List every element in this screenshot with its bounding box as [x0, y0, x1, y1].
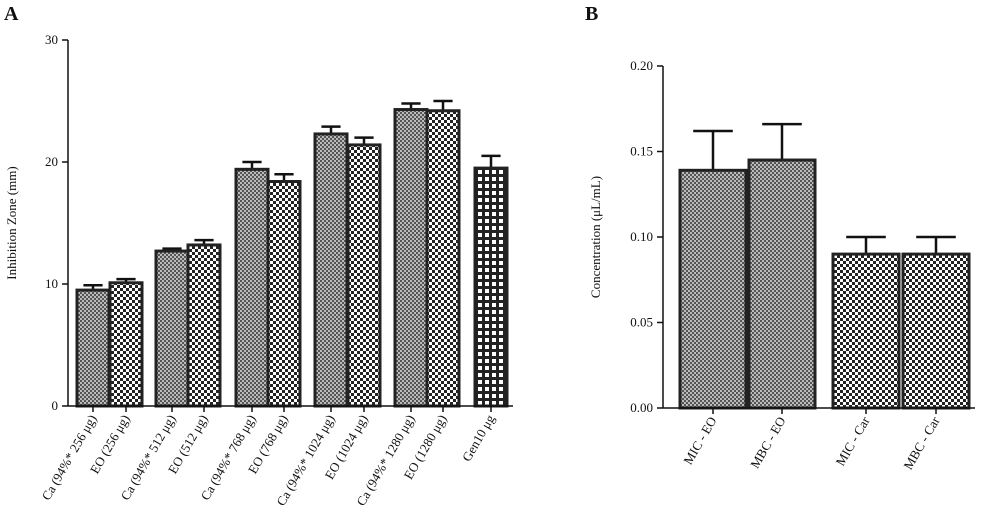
- bar: [266, 180, 302, 408]
- y-tick-label: 0.15: [630, 144, 653, 159]
- y-tick-label: 20: [45, 154, 58, 169]
- y-tick-label: 0.00: [630, 400, 653, 415]
- bar: [75, 288, 111, 408]
- bar: [313, 132, 349, 408]
- y-tick-label: 30: [45, 32, 58, 47]
- x-tick-label: MIC - Car: [833, 413, 873, 468]
- x-tick-label: MBC - EO: [747, 414, 789, 471]
- bar: [108, 281, 144, 408]
- bar: [678, 168, 748, 410]
- x-tick-label: Gen10 μg: [459, 412, 498, 464]
- y-tick-label: 10: [45, 276, 58, 291]
- bar: [234, 167, 270, 408]
- x-tick-label: Ca (94%* 256 μg): [39, 412, 100, 503]
- panel-label: A: [4, 3, 19, 25]
- bar: [473, 166, 509, 408]
- bar: [425, 109, 461, 408]
- bar: [747, 158, 817, 410]
- x-tick-label: MBC - Car: [900, 413, 943, 472]
- y-tick-label: 0.10: [630, 229, 653, 244]
- y-tick-label: 0.05: [630, 315, 653, 330]
- bar: [346, 143, 382, 408]
- bar: [154, 249, 190, 408]
- bar: [901, 252, 971, 410]
- bar: [186, 243, 222, 408]
- bar: [831, 252, 901, 410]
- panel-label: B: [585, 3, 598, 25]
- y-axis-label: Inhibition Zone (mm): [4, 166, 19, 279]
- y-tick-label: 0.20: [630, 58, 653, 73]
- bar: [393, 108, 429, 408]
- y-axis-label: Concentration (μL/mL): [588, 176, 603, 298]
- y-tick-label: 0: [52, 398, 59, 413]
- x-tick-label: MIC - EO: [680, 414, 719, 467]
